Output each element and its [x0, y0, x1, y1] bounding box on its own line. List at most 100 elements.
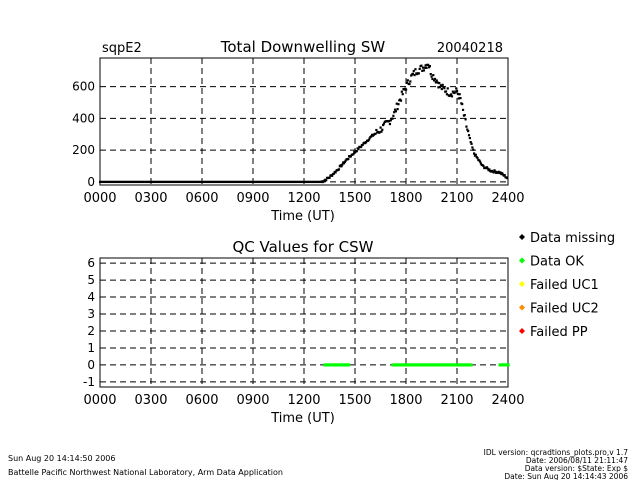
- data-point: [438, 81, 441, 85]
- data-point: [134, 180, 137, 184]
- data-point: [231, 180, 234, 184]
- qc-x-tick-label: 2400: [491, 393, 524, 408]
- data-point: [110, 180, 113, 184]
- data-point: [367, 139, 370, 142]
- data-point: [180, 180, 183, 184]
- qc-data-point: [506, 363, 510, 367]
- data-point: [298, 180, 301, 184]
- data-point: [233, 180, 236, 184]
- data-point: [455, 87, 458, 90]
- data-point: [138, 180, 141, 184]
- top-grid: [100, 58, 508, 185]
- data-point: [388, 122, 392, 126]
- data-point: [206, 180, 209, 184]
- data-point: [478, 159, 481, 162]
- data-point: [177, 180, 180, 184]
- data-point: [236, 180, 239, 184]
- data-point: [374, 132, 377, 135]
- data-point: [189, 180, 192, 184]
- data-point: [142, 180, 145, 184]
- data-point: [405, 81, 409, 84]
- data-point: [194, 180, 197, 184]
- data-point: [175, 180, 178, 184]
- data-point: [409, 80, 412, 83]
- legend-marker: [519, 304, 525, 311]
- data-point: [328, 176, 331, 179]
- data-point: [212, 180, 215, 184]
- top-x-tick-label: 0600: [185, 191, 218, 206]
- data-point: [112, 180, 115, 184]
- data-point: [145, 180, 148, 184]
- data-point: [252, 180, 254, 184]
- data-point: [464, 118, 467, 121]
- data-point: [122, 180, 125, 184]
- date-label: 20040218: [437, 41, 503, 56]
- data-point: [163, 180, 166, 184]
- data-point: [248, 180, 251, 184]
- data-point: [108, 180, 111, 184]
- data-point: [313, 180, 316, 184]
- data-point: [492, 171, 495, 174]
- data-point: [361, 143, 364, 146]
- data-point: [304, 180, 307, 184]
- qc-tick-labels: 0000 0300 0600 0900 1200 1500 1800 2100 2400 6 5 4 3…: [83, 256, 525, 408]
- data-point: [420, 64, 423, 67]
- data-point: [232, 180, 235, 184]
- data-point: [434, 81, 437, 84]
- data-point: [284, 180, 287, 184]
- data-point: [253, 180, 256, 184]
- data-point: [126, 180, 129, 184]
- data-point: [220, 180, 223, 184]
- data-point: [170, 180, 173, 184]
- data-point: [237, 180, 240, 184]
- data-point: [128, 180, 131, 184]
- data-point: [424, 64, 427, 67]
- data-point: [332, 172, 335, 175]
- data-point: [331, 174, 334, 177]
- data-point: [290, 180, 293, 184]
- data-point: [275, 180, 278, 184]
- data-point: [109, 180, 112, 184]
- data-point: [439, 84, 443, 87]
- legend-label: Data OK: [530, 255, 584, 270]
- data-point: [293, 180, 296, 184]
- data-point: [234, 180, 237, 184]
- data-point: [340, 165, 343, 168]
- top-y-tick-label: 200: [72, 143, 95, 157]
- data-point: [116, 180, 119, 184]
- data-point: [307, 180, 310, 184]
- data-point: [501, 172, 504, 175]
- data-point: [129, 180, 132, 184]
- data-point: [461, 108, 465, 111]
- data-point: [461, 102, 464, 106]
- qc-x-tick-label: 2100: [440, 393, 473, 408]
- data-point: [422, 66, 425, 69]
- data-point: [305, 180, 308, 184]
- data-point: [243, 180, 246, 184]
- data-point: [245, 180, 248, 184]
- qc-x-axis-label: Time (UT): [270, 411, 335, 426]
- data-point: [291, 180, 294, 184]
- data-point: [277, 180, 280, 184]
- footer-idl-date: Date: 2006/08/11 21:11:47: [526, 456, 628, 465]
- data-point: [276, 180, 279, 184]
- data-point: [151, 180, 154, 184]
- data-point: [178, 180, 181, 184]
- data-point: [283, 180, 286, 184]
- data-point: [315, 180, 318, 184]
- data-point: [263, 180, 266, 184]
- data-point: [140, 180, 143, 184]
- data-point: [202, 180, 205, 184]
- data-point: [308, 180, 311, 184]
- data-point: [444, 90, 448, 93]
- data-point: [256, 180, 259, 184]
- data-point: [227, 180, 230, 184]
- data-point: [185, 180, 188, 184]
- footer-timestamp: Sun Aug 20 14:14:50 2006: [8, 454, 115, 463]
- data-point: [198, 180, 201, 184]
- data-point: [158, 180, 161, 184]
- data-point: [439, 85, 442, 89]
- data-point: [219, 180, 222, 184]
- data-point: [216, 180, 219, 184]
- data-point: [396, 108, 399, 111]
